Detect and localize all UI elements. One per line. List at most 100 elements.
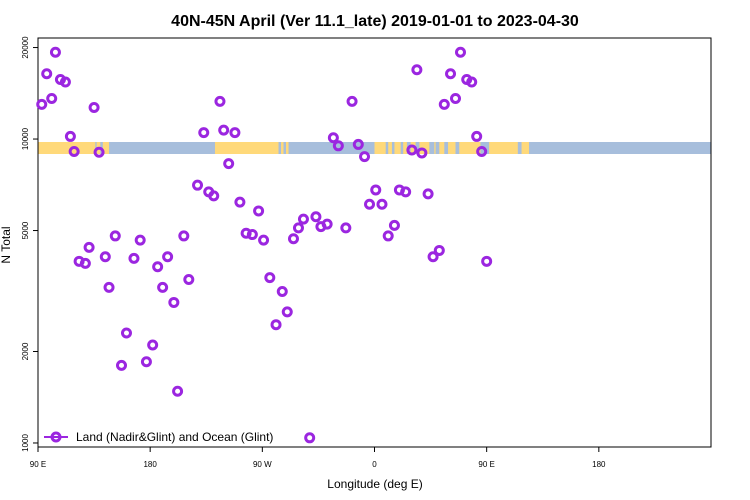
- data-point: [445, 68, 457, 80]
- data-point: [438, 98, 450, 110]
- data-point: [297, 213, 309, 225]
- x-tick-label: 0: [372, 460, 377, 469]
- x-tick-label: 90 E: [478, 460, 494, 469]
- land-segment: [394, 142, 401, 154]
- data-point: [427, 251, 439, 263]
- data-point: [83, 241, 95, 253]
- data-point: [382, 230, 394, 242]
- land-segment: [459, 142, 481, 154]
- data-point: [258, 234, 270, 246]
- data-point: [229, 127, 241, 139]
- land-ocean-strip: [38, 142, 711, 154]
- data-point: [281, 306, 293, 318]
- legend: Land (Nadir&Glint) and Ocean (Glint): [44, 430, 273, 444]
- data-point: [340, 222, 352, 234]
- data-point: [64, 130, 76, 142]
- data-point: [157, 281, 169, 293]
- legend-marker: [50, 431, 62, 443]
- land-segment: [419, 142, 430, 154]
- data-point: [168, 296, 180, 308]
- data-point: [359, 151, 371, 163]
- y-tick-label: 20000: [21, 36, 30, 59]
- data-point: [346, 95, 358, 107]
- data-point: [68, 145, 80, 157]
- data-point: [310, 211, 322, 223]
- data-point: [79, 257, 91, 269]
- land-segment: [286, 142, 289, 154]
- data-point: [162, 251, 174, 263]
- data-point: [134, 234, 146, 246]
- land-segment: [410, 142, 416, 154]
- data-point: [287, 233, 299, 245]
- data-point: [332, 140, 344, 152]
- land-segment: [38, 142, 96, 154]
- data-point: [352, 138, 364, 150]
- y-tick-label: 10000: [21, 127, 30, 150]
- data-point: [476, 145, 488, 157]
- x-tick-label: 180: [592, 460, 606, 469]
- data-point: [264, 272, 276, 284]
- data-point: [304, 432, 316, 444]
- data-point: [400, 186, 412, 198]
- data-point: [93, 146, 105, 158]
- y-axis-label: N Total: [0, 226, 13, 263]
- data-point: [406, 144, 418, 156]
- data-point: [388, 219, 400, 231]
- data-point: [120, 327, 132, 339]
- x-tick-label: 90 W: [253, 460, 272, 469]
- data-point: [411, 64, 423, 76]
- data-point: [214, 95, 226, 107]
- data-point: [103, 281, 115, 293]
- data-point: [327, 132, 339, 144]
- y-tick-label: 5000: [21, 221, 30, 239]
- data-point: [450, 92, 462, 104]
- data-point: [433, 244, 445, 256]
- data-point: [41, 68, 53, 80]
- data-point: [192, 179, 204, 191]
- land-segment: [281, 142, 284, 154]
- x-tick-label: 90 E: [30, 460, 46, 469]
- data-point: [147, 339, 159, 351]
- data-point: [36, 98, 48, 110]
- land-segment: [439, 142, 445, 154]
- data-point: [481, 255, 493, 267]
- x-tick-label: 180: [143, 460, 157, 469]
- y-tick-label: 1000: [21, 434, 30, 452]
- data-point: [208, 190, 220, 202]
- data-point: [59, 76, 71, 88]
- data-point: [88, 101, 100, 113]
- data-point: [218, 124, 230, 136]
- data-point: [198, 127, 210, 139]
- data-point: [364, 198, 376, 210]
- land-segment: [102, 142, 110, 154]
- data-point: [128, 252, 140, 264]
- data-point: [178, 230, 190, 242]
- data-point: [416, 147, 428, 159]
- data-point: [234, 196, 246, 208]
- land-segment: [448, 142, 456, 154]
- data-point: [321, 218, 333, 230]
- data-point: [183, 274, 195, 286]
- data-point: [292, 222, 304, 234]
- data-point: [172, 385, 184, 397]
- data-point: [376, 198, 388, 210]
- data-point: [422, 188, 434, 200]
- data-point: [270, 319, 282, 331]
- y-axis: 1000 2000 5000 10000 20000: [21, 36, 38, 452]
- data-point: [454, 46, 466, 58]
- land-segment: [388, 142, 392, 154]
- chart-title: 40N-45N April (Ver 11.1_late) 2019-01-01…: [171, 13, 579, 30]
- land-segment: [374, 142, 386, 154]
- x-axis: 90 E 180 90 W 0 90 E 180: [30, 447, 606, 469]
- land-segment: [403, 142, 407, 154]
- data-point: [466, 76, 478, 88]
- data-point: [116, 359, 128, 371]
- data-points: [36, 46, 493, 444]
- data-point: [240, 227, 252, 239]
- y-tick-label: 2000: [21, 342, 30, 360]
- land-segment: [521, 142, 530, 154]
- data-point: [140, 356, 152, 368]
- data-point: [99, 251, 111, 263]
